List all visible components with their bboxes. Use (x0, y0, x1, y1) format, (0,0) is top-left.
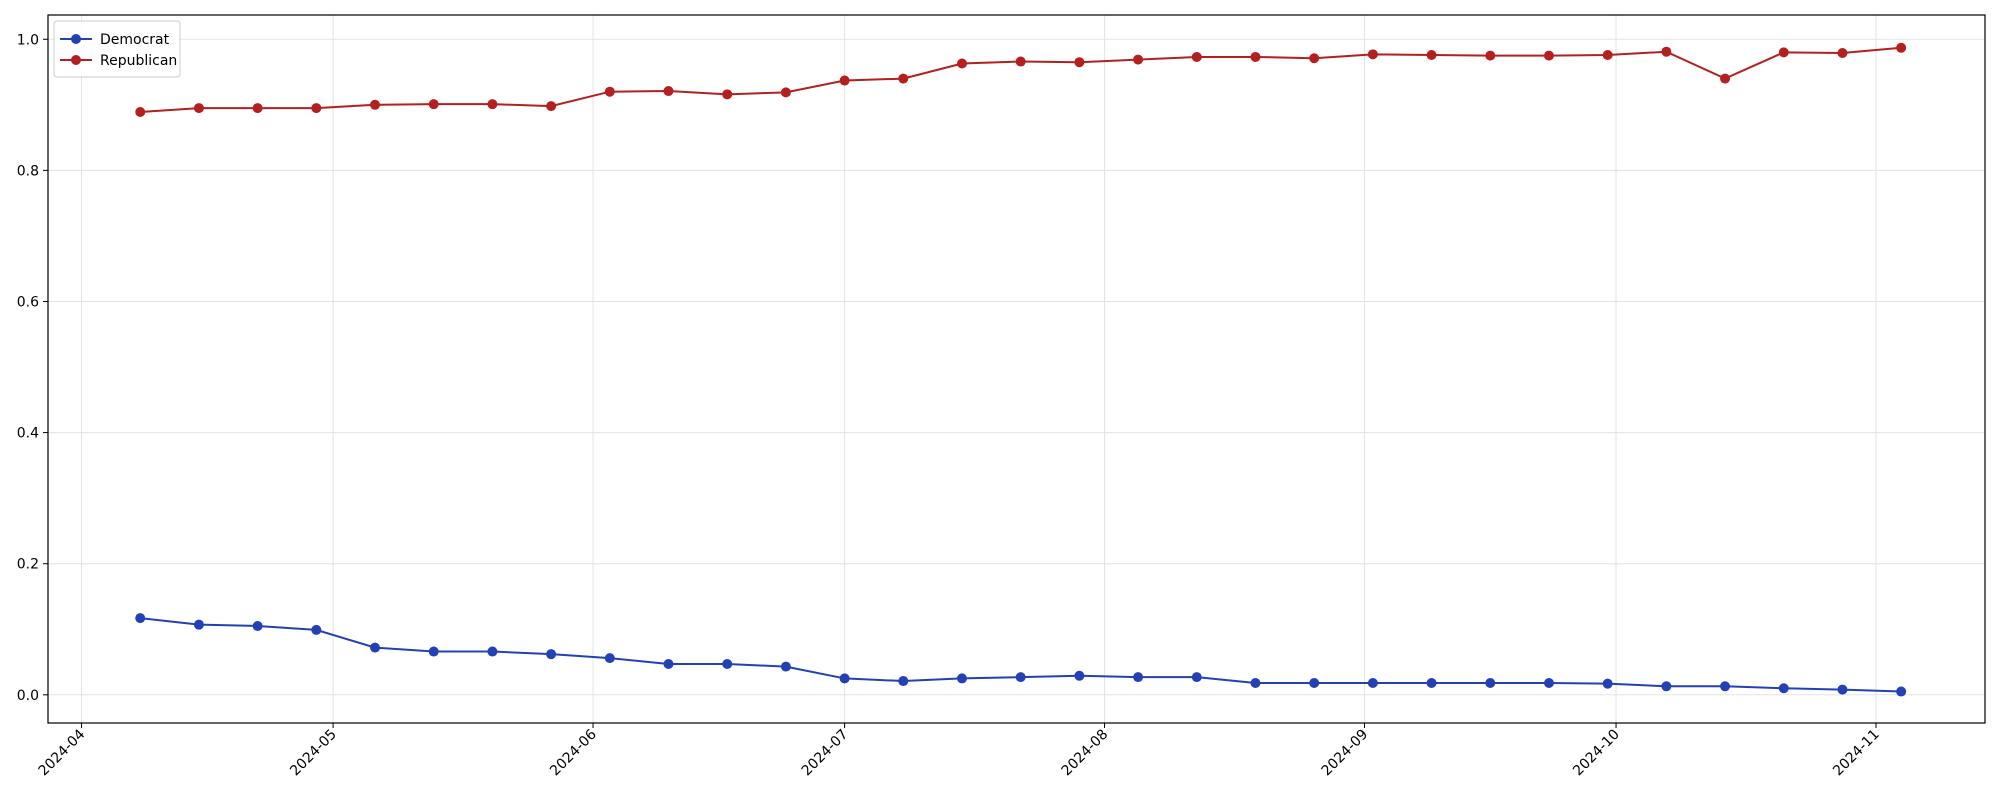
legend-box (53, 20, 181, 78)
data-point (193, 619, 204, 630)
x-tick-label: 2024-09 (1319, 727, 1372, 780)
data-point (956, 58, 967, 69)
data-point (1602, 49, 1613, 60)
data-point (604, 653, 615, 664)
x-tick-label: 2024-06 (547, 726, 600, 779)
data-point (1426, 678, 1437, 689)
data-point (1543, 50, 1554, 61)
data-point (252, 103, 263, 114)
data-point (1015, 672, 1026, 683)
data-point (898, 676, 909, 687)
data-point (1191, 51, 1202, 62)
data-point (487, 99, 498, 110)
data-point (1250, 678, 1261, 689)
data-point (1543, 678, 1554, 689)
data-point (1720, 681, 1731, 692)
data-point (370, 99, 381, 110)
data-point (252, 620, 263, 631)
data-point (546, 101, 557, 112)
data-point (370, 642, 381, 653)
data-point (311, 103, 322, 114)
data-point (1896, 42, 1907, 53)
y-tick-label: 1.0 (17, 32, 39, 48)
data-point (311, 624, 322, 635)
data-point (1661, 681, 1672, 692)
x-tick-label: 2024-07 (799, 727, 852, 780)
data-point (722, 659, 733, 669)
data-point (1661, 46, 1672, 57)
data-point (898, 73, 909, 84)
x-tick-label: 2024-10 (1570, 727, 1623, 780)
x-tick-label: 2024-08 (1059, 727, 1112, 780)
plot-frame (47, 14, 1986, 724)
data-point (663, 659, 674, 669)
legend: Democrat Republican (53, 20, 181, 78)
data-point (1485, 50, 1496, 61)
data-point (1074, 670, 1085, 681)
data-point (1837, 48, 1848, 59)
data-point (1133, 54, 1144, 65)
data-point (839, 673, 850, 684)
data-point (1778, 47, 1789, 58)
data-point (135, 613, 146, 624)
data-point (1367, 678, 1378, 689)
x-tick-label: 2024-04 (36, 726, 89, 779)
data-point (1896, 686, 1907, 697)
data-point (428, 99, 439, 110)
legend-marker (71, 34, 81, 44)
data-point (1074, 57, 1085, 68)
data-point (663, 86, 674, 97)
data-point (546, 649, 557, 660)
legend-label: Democrat (100, 32, 170, 48)
data-point (1485, 678, 1496, 689)
data-point (428, 646, 439, 657)
data-point (839, 75, 850, 86)
x-tick-label: 2024-05 (287, 727, 340, 780)
data-point (604, 86, 615, 97)
y-tick-label: 0.0 (17, 688, 39, 704)
data-point (1367, 49, 1378, 60)
data-point (722, 89, 733, 100)
y-tick-label: 0.4 (17, 426, 39, 442)
data-point (1602, 678, 1613, 689)
data-point (1778, 683, 1789, 694)
data-point (956, 673, 967, 684)
legend-label: Republican (100, 53, 177, 69)
data-point (1133, 672, 1144, 683)
data-point (1720, 73, 1731, 84)
y-tick-label: 0.8 (17, 163, 39, 179)
y-tick-label: 0.6 (17, 294, 39, 310)
data-point (780, 87, 791, 98)
data-point (780, 661, 791, 672)
data-point (193, 103, 204, 114)
data-point (1250, 51, 1261, 62)
y-tick-label: 0.2 (17, 557, 39, 573)
data-point (1309, 53, 1320, 64)
x-tick-label: 2024-11 (1830, 727, 1883, 780)
legend-marker (71, 55, 81, 65)
data-point (1191, 672, 1202, 683)
data-point (1015, 56, 1026, 67)
data-point (135, 107, 146, 118)
data-point (1309, 678, 1320, 689)
data-point (1426, 49, 1437, 60)
data-point (487, 646, 498, 657)
data-point (1837, 684, 1848, 695)
